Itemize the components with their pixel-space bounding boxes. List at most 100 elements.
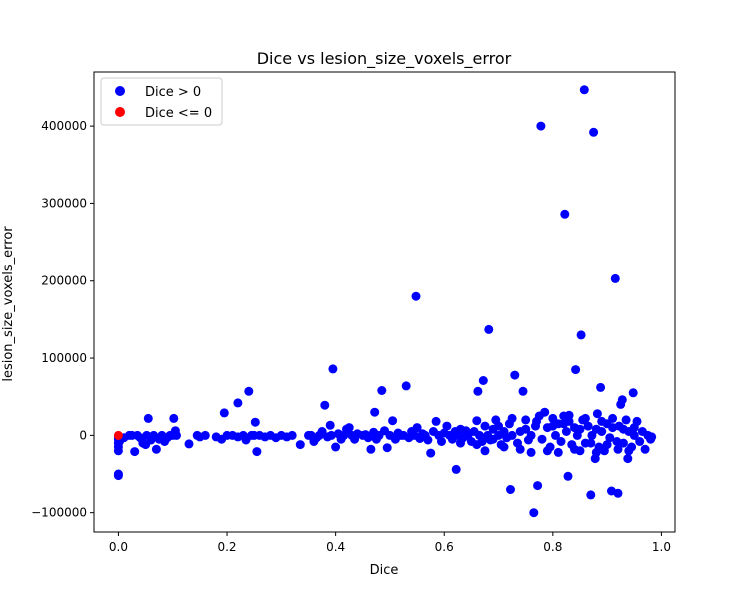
data-point-series-0-218: [526, 447, 536, 457]
data-point-series-0-210: [472, 440, 482, 450]
x-axis-label: Dice: [370, 563, 399, 578]
data-point-series-0-97: [411, 291, 421, 301]
data-point-series-0-125: [478, 376, 488, 385]
data-point-series-0-137: [506, 485, 515, 494]
data-point-series-1-0: [113, 430, 123, 440]
data-point-series-0-88: [388, 416, 398, 426]
data-point-series-0-138: [507, 430, 517, 440]
y-tick-label: 400000: [41, 119, 87, 133]
data-point-series-0-214: [499, 442, 509, 452]
data-point-series-0-222: [553, 447, 563, 457]
data-point-series-0-29: [172, 430, 181, 440]
data-point-series-0-62: [320, 400, 330, 410]
data-point-series-0-225: [570, 444, 579, 454]
data-point-series-0-66: [328, 364, 338, 374]
data-point-series-0-84: [377, 386, 387, 395]
data-point-series-0-179: [592, 409, 602, 419]
data-point-series-0-224: [564, 410, 574, 420]
data-point-series-0-146: [529, 508, 539, 518]
data-point-series-0-207: [647, 432, 657, 442]
data-point-series-0-72: [344, 423, 354, 433]
data-point-series-0-55: [295, 440, 305, 450]
data-point-series-0-105: [431, 416, 441, 426]
legend-marker-dice-positive: [115, 86, 125, 96]
data-point-series-0-236: [629, 423, 639, 433]
data-point-series-0-152: [540, 407, 550, 417]
data-point-series-0-103: [426, 448, 436, 458]
data-point-series-0-235: [624, 446, 634, 456]
data-point-series-0-148: [533, 481, 543, 491]
data-point-series-0-64: [325, 420, 335, 430]
data-point-series-0-93: [401, 381, 411, 391]
data-point-series-0-126: [480, 421, 490, 431]
data-point-series-0-11: [130, 447, 140, 457]
data-point-series-0-161: [561, 427, 571, 436]
x-axis: 0.0 0.2 0.4 0.6 0.8 1.0: [109, 532, 671, 554]
x-tick-label: 0.8: [543, 540, 562, 554]
data-point-series-0-139: [510, 370, 520, 380]
data-point-series-0-209: [461, 426, 471, 436]
data-point-series-0-216: [515, 444, 525, 454]
data-point-series-0-158: [556, 437, 566, 446]
data-point-series-0-176: [589, 127, 599, 137]
data-point-series-0-1: [113, 471, 123, 481]
data-point-series-0-171: [579, 85, 589, 95]
legend-frame: [100, 77, 223, 126]
data-point-series-0-43: [244, 386, 254, 396]
data-point-series-0-54: [287, 430, 297, 440]
plot-area-frame: [93, 71, 676, 533]
data-point-series-0-202: [635, 437, 645, 446]
data-point-series-0-121: [472, 416, 482, 426]
data-point-series-0-204: [640, 444, 650, 454]
data-point-series-0-151: [537, 434, 547, 444]
y-tick-label: 300000: [41, 196, 87, 210]
data-point-series-0-98: [412, 423, 422, 433]
legend-label-dice-nonpositive: Dice <= 0: [145, 106, 212, 121]
data-point-series-0-190: [613, 488, 623, 498]
data-point-series-0-185: [605, 433, 615, 443]
x-tick-label: 0.6: [435, 540, 454, 554]
data-point-series-0-150: [536, 121, 546, 131]
data-point-series-0-181: [596, 382, 606, 392]
data-point-series-0-228: [586, 438, 596, 448]
y-tick-label: 100000: [41, 351, 87, 365]
x-tick-label: 1.0: [652, 540, 671, 554]
data-point-series-0-107: [437, 437, 446, 446]
legend-marker-dice-nonpositive: [115, 107, 125, 117]
data-point-series-0-231: [602, 440, 612, 450]
data-point-series-0-86: [382, 443, 392, 453]
data-point-series-0-194: [618, 438, 628, 448]
data-point-series-0-166: [571, 365, 581, 375]
data-point-series-0-122: [473, 386, 483, 396]
data-point-series-0-17: [143, 413, 153, 423]
y-axis-label: lesion_size_voxels_error: [1, 226, 16, 382]
data-point-series-0-174: [586, 490, 596, 500]
data-point-series-0-213: [494, 421, 503, 431]
data-point-series-0-211: [480, 446, 490, 456]
x-tick-label: 0.0: [109, 540, 128, 554]
data-point-series-0-220: [542, 446, 552, 456]
data-point-series-0-229: [591, 447, 601, 457]
y-tick-label: 0: [79, 428, 87, 442]
data-point-series-0-234: [618, 424, 628, 434]
data-point-series-0-227: [580, 413, 590, 423]
data-point-series-0-30: [184, 439, 194, 449]
data-point-series-0-195: [621, 415, 631, 425]
data-point-series-0-109: [442, 421, 452, 431]
x-tick-label: 0.4: [326, 540, 345, 554]
data-point-series-0-33: [200, 430, 210, 440]
data-point-series-0-221: [548, 421, 558, 431]
data-point-series-0-102: [423, 435, 433, 445]
data-point-series-0-79: [366, 444, 376, 454]
data-point-series-0-162: [563, 471, 573, 481]
y-tick-label: 200000: [41, 274, 87, 288]
chart-title: Dice vs lesion_size_voxels_error: [257, 49, 512, 69]
data-point-series-0-113: [451, 464, 461, 474]
data-point-series-0-212: [488, 434, 498, 444]
data-point-series-0-196: [623, 454, 633, 464]
y-axis: −100000 0 100000 200000 300000 400000: [31, 119, 94, 520]
data-point-series-0-27: [169, 413, 179, 423]
data-point-series-0-145: [526, 430, 536, 440]
data-point-series-0-36: [219, 408, 229, 418]
